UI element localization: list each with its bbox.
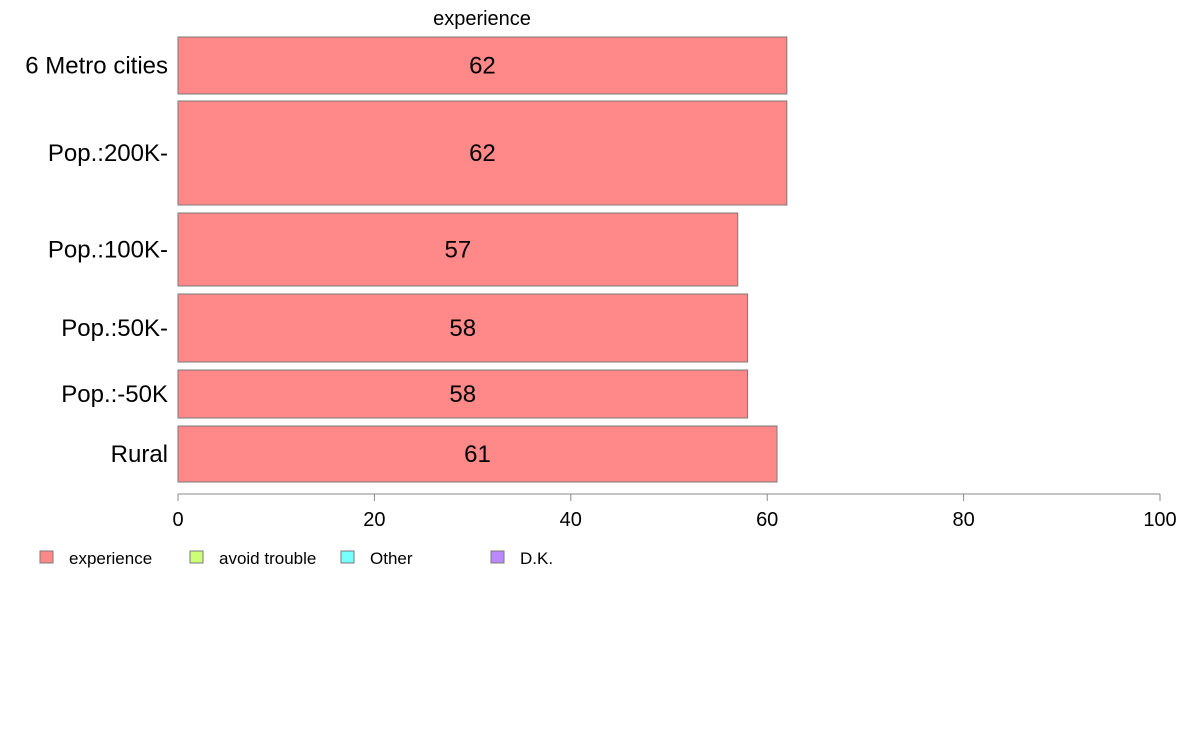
x-tick-label: 40 [560, 509, 582, 531]
data-label: 62 [469, 53, 496, 80]
category-label: Rural [111, 441, 168, 468]
data-label: 57 [445, 237, 472, 264]
legend-label: avoid trouble [219, 549, 316, 568]
legend-label: D.K. [520, 549, 553, 568]
category-label: Pop.:200K- [48, 140, 168, 167]
x-axis: 0 20 40 60 80 100 [172, 493, 1177, 531]
category-label: Pop.:-50K [61, 381, 168, 408]
legend-swatch [189, 550, 204, 564]
data-label: 58 [449, 315, 476, 342]
x-tick-label: 100 [1143, 509, 1176, 531]
bars-group: 6 Metro cities 62 Pop.:200K- 62 Pop.:100K- 57… [25, 36, 788, 483]
category-label: Pop.:100K- [48, 237, 168, 264]
bar [177, 36, 788, 95]
bar [177, 293, 749, 363]
legend-label: experience [69, 549, 152, 568]
data-label: 62 [469, 140, 496, 167]
legend-label: Other [370, 549, 413, 568]
legend-swatch [340, 550, 355, 564]
bar [177, 369, 749, 419]
bar [177, 425, 778, 483]
chart-title: experience [433, 8, 531, 30]
legend-swatch [490, 550, 505, 564]
x-tick-label: 80 [952, 509, 974, 531]
x-tick-label: 20 [363, 509, 385, 531]
category-label: Pop.:50K- [61, 315, 168, 342]
bar [177, 212, 739, 287]
x-tick-label: 0 [172, 509, 183, 531]
bar [177, 100, 788, 206]
data-label: 58 [449, 381, 476, 408]
x-tick-label: 60 [756, 509, 778, 531]
category-label: 6 Metro cities [25, 53, 168, 80]
data-label: 61 [464, 441, 491, 468]
legend-swatch [39, 550, 54, 564]
legend: experience avoid trouble Other D.K. [39, 549, 553, 568]
